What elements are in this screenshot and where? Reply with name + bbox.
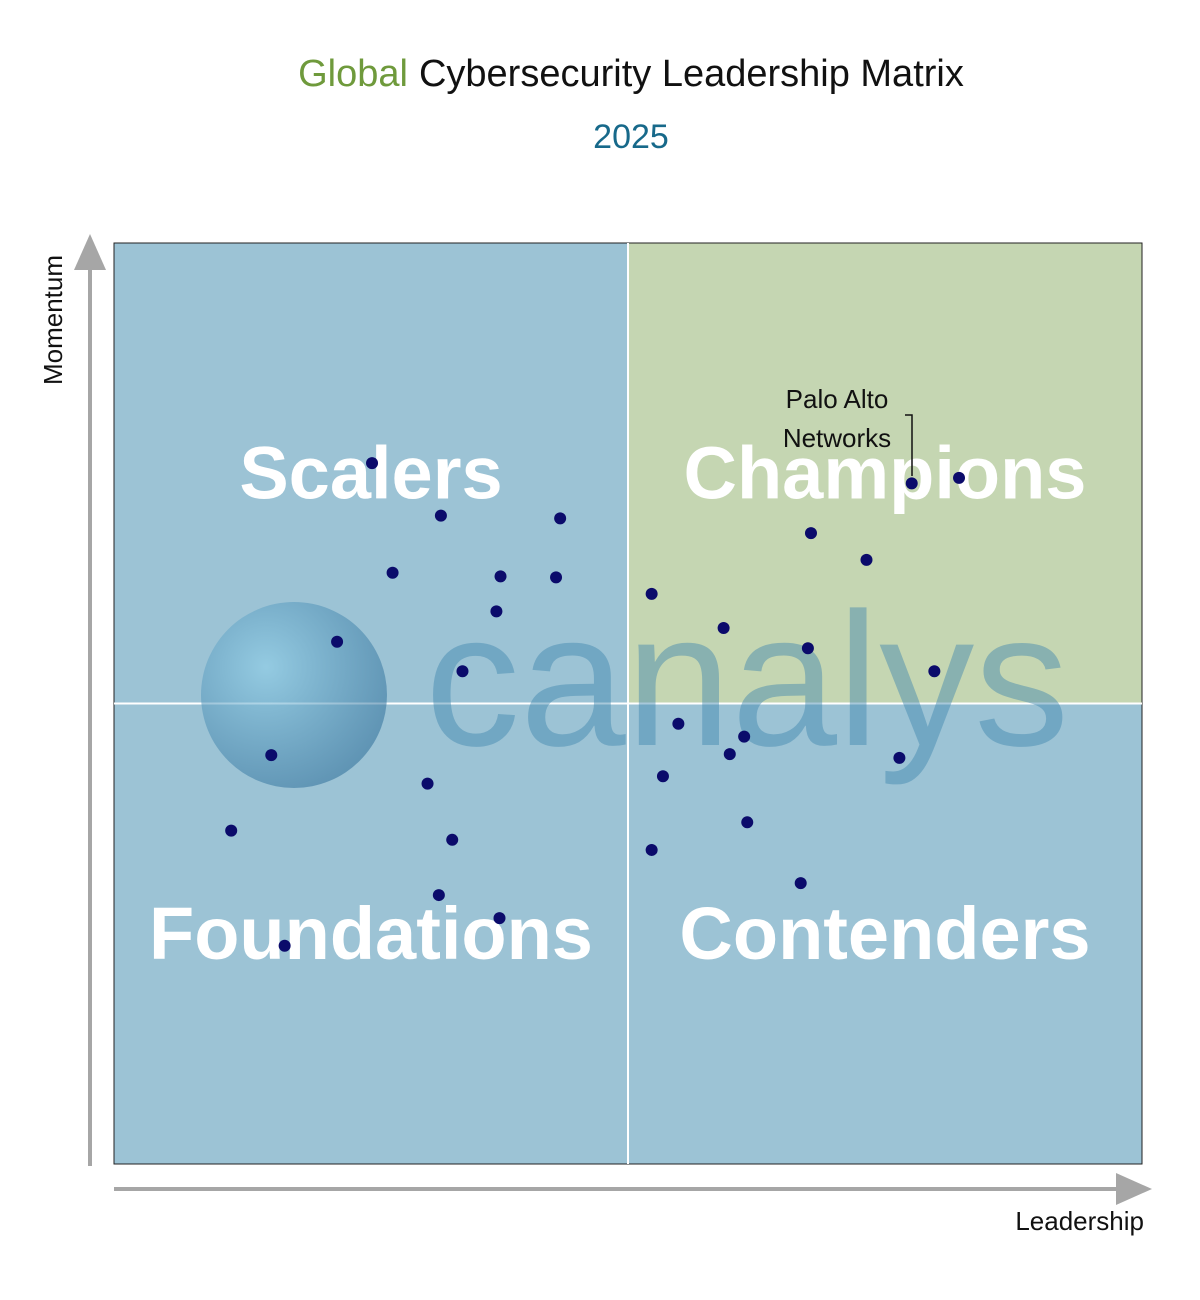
plot-area: canalys Scalers Champions Foundations Conten…: [113, 242, 1143, 1165]
point: [953, 471, 966, 484]
point: [278, 939, 291, 952]
point: [225, 824, 238, 837]
point: [656, 770, 669, 783]
point: [672, 717, 685, 730]
point: [645, 843, 658, 856]
point: [794, 877, 807, 890]
quadrant-label: Scalers: [239, 431, 502, 514]
title-highlight: Global: [298, 53, 408, 95]
quadrant: [628, 703, 1142, 1164]
point: [645, 587, 658, 600]
point: [421, 777, 434, 790]
point: [494, 570, 507, 583]
quadrant-label: Champions: [684, 431, 1087, 514]
quadrant: [114, 703, 628, 1164]
quadrant: [628, 243, 1142, 704]
x-axis-label: Leadership: [1015, 1206, 1144, 1236]
y-axis-label: Momentum: [38, 255, 68, 385]
point: [493, 912, 506, 925]
point: [741, 816, 754, 829]
quadrant-label: Contenders: [679, 892, 1090, 975]
point: [432, 889, 445, 902]
title-rest: Cybersecurity Leadership Matrix: [419, 53, 964, 95]
quadrant: [114, 243, 628, 704]
watermark-logo: [201, 602, 387, 788]
point: [446, 833, 459, 846]
point: [738, 730, 751, 743]
point: [893, 751, 906, 764]
annotation: Palo Alto Networks: [782, 384, 892, 453]
point: [386, 566, 399, 579]
point: [331, 635, 344, 648]
point: [456, 665, 469, 678]
point: [928, 665, 941, 678]
point: [366, 457, 379, 470]
point: [550, 571, 563, 584]
quadrant-label: Foundations: [149, 892, 593, 975]
point: [905, 477, 918, 490]
point: [801, 642, 814, 655]
annotation-bracket: [905, 414, 913, 476]
point: [717, 621, 730, 634]
point: [860, 553, 873, 566]
point: [804, 527, 817, 540]
point: [490, 605, 503, 618]
chart-subtitle: 2025: [593, 118, 669, 156]
point: [723, 748, 736, 761]
point: [434, 509, 447, 522]
point: [265, 749, 278, 762]
chart-title: Global Cybersecurity Leadership Matrix: [298, 53, 964, 95]
watermark: canalys: [425, 574, 1069, 786]
point: [554, 512, 567, 525]
